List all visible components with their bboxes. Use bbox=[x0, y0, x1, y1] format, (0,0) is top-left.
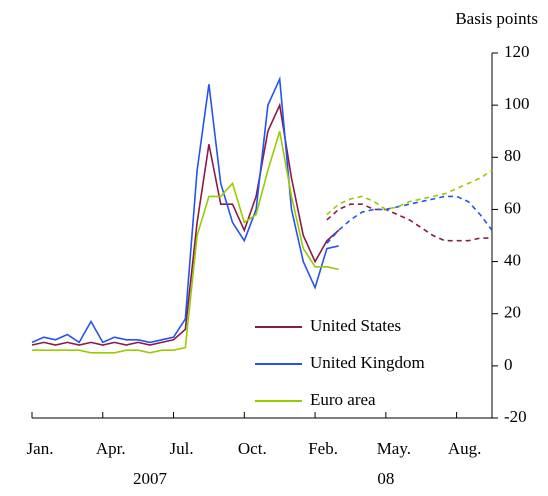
forward-line bbox=[326, 203, 492, 242]
year-label: 08 bbox=[377, 469, 394, 488]
x-tick-label: Oct. bbox=[238, 439, 267, 458]
y-axis-label: Basis points bbox=[455, 9, 538, 28]
series-line bbox=[31, 75, 339, 344]
x-tick-label: Jul. bbox=[169, 439, 193, 458]
series-line bbox=[31, 102, 340, 346]
x-tick-label: Aug. bbox=[448, 439, 482, 458]
y-tick-label: 40 bbox=[504, 250, 521, 269]
y-tick-label: 100 bbox=[504, 94, 530, 113]
legend-label: United States bbox=[310, 316, 401, 335]
y-tick-label: 20 bbox=[504, 303, 521, 322]
y-tick-label: 0 bbox=[504, 355, 513, 374]
y-tick-label: -20 bbox=[504, 407, 527, 426]
x-tick-label: Feb. bbox=[308, 439, 338, 458]
legend-label: United Kingdom bbox=[310, 353, 425, 372]
x-tick-label: May. bbox=[377, 439, 411, 458]
y-tick-label: 120 bbox=[504, 42, 530, 61]
legend-label: Euro area bbox=[310, 390, 376, 409]
year-label: 2007 bbox=[133, 469, 168, 488]
y-tick-label: 60 bbox=[504, 198, 521, 217]
forward-line bbox=[326, 195, 493, 244]
x-tick-label: Jan. bbox=[27, 439, 54, 458]
forward-line bbox=[326, 169, 493, 216]
series-line bbox=[32, 130, 339, 354]
y-tick-label: 80 bbox=[504, 146, 521, 165]
x-tick-label: Apr. bbox=[96, 439, 126, 458]
